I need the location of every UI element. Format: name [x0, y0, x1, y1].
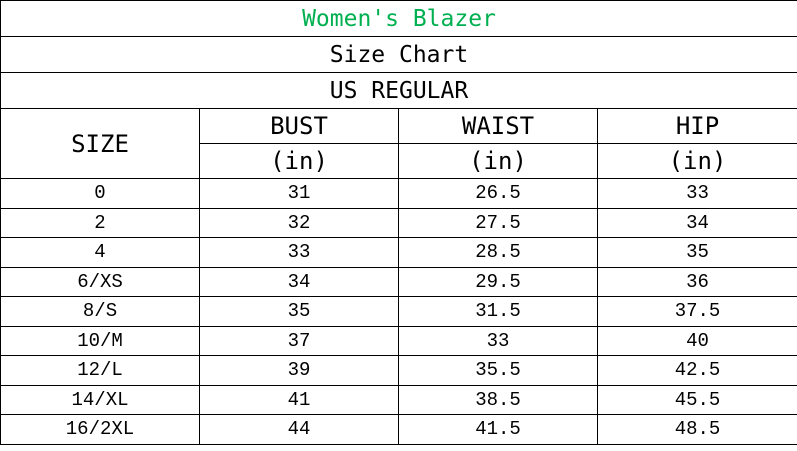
cell-bust: 35: [199, 296, 399, 327]
cell-size: 4: [0, 237, 200, 268]
cell-size: 2: [0, 207, 200, 238]
cell-bust: 33: [199, 237, 399, 268]
unit-bust: (in): [199, 143, 399, 179]
header-hip: HIP: [597, 108, 797, 144]
cell-bust: 32: [199, 207, 399, 238]
cell-hip: 45.5: [597, 384, 797, 415]
cell-waist: 31.5: [398, 296, 598, 327]
table-row: 16/2XL 44 41.5 48.5: [0, 414, 797, 445]
cell-size: 10/M: [0, 325, 200, 356]
header-waist: WAIST: [398, 108, 598, 144]
table-row: 6/XS 34 29.5 36: [0, 266, 797, 297]
table-row: 8/S 35 31.5 37.5: [0, 296, 797, 327]
table-row: 0 31 26.5 33: [0, 178, 797, 209]
chart-title: Women's Blazer: [0, 0, 797, 37]
cell-bust: 34: [199, 266, 399, 297]
cell-hip: 42.5: [597, 355, 797, 386]
cell-waist: 26.5: [398, 178, 598, 209]
cell-hip: 48.5: [597, 414, 797, 445]
cell-waist: 33: [398, 325, 598, 356]
cell-waist: 27.5: [398, 207, 598, 238]
cell-bust: 44: [199, 414, 399, 445]
cell-hip: 34: [597, 207, 797, 238]
cell-hip: 35: [597, 237, 797, 268]
table-row: 2 32 27.5 34: [0, 207, 797, 238]
cell-hip: 33: [597, 178, 797, 209]
unit-hip: (in): [597, 143, 797, 179]
cell-size: 14/XL: [0, 384, 200, 415]
cell-size: 0: [0, 178, 200, 209]
table-row: 10/M 37 33 40: [0, 325, 797, 356]
header-size: SIZE: [0, 108, 200, 179]
cell-bust: 41: [199, 384, 399, 415]
cell-waist: 38.5: [398, 384, 598, 415]
cell-bust: 39: [199, 355, 399, 386]
cell-size: 6/XS: [0, 266, 200, 297]
cell-waist: 29.5: [398, 266, 598, 297]
cell-bust: 31: [199, 178, 399, 209]
cell-hip: 36: [597, 266, 797, 297]
cell-hip: 37.5: [597, 296, 797, 327]
cell-size: 8/S: [0, 296, 200, 327]
region-label: US REGULAR: [0, 72, 797, 109]
table-row: 12/L 39 35.5 42.5: [0, 355, 797, 386]
cell-hip: 40: [597, 325, 797, 356]
header-bust: BUST: [199, 108, 399, 144]
cell-waist: 28.5: [398, 237, 598, 268]
table-row: 14/XL 41 38.5 45.5: [0, 384, 797, 415]
unit-waist: (in): [398, 143, 598, 179]
cell-waist: 35.5: [398, 355, 598, 386]
cell-size: 12/L: [0, 355, 200, 386]
cell-bust: 37: [199, 325, 399, 356]
cell-size: 16/2XL: [0, 414, 200, 445]
cell-waist: 41.5: [398, 414, 598, 445]
table-row: 4 33 28.5 35: [0, 237, 797, 268]
chart-subtitle: Size Chart: [0, 36, 797, 73]
